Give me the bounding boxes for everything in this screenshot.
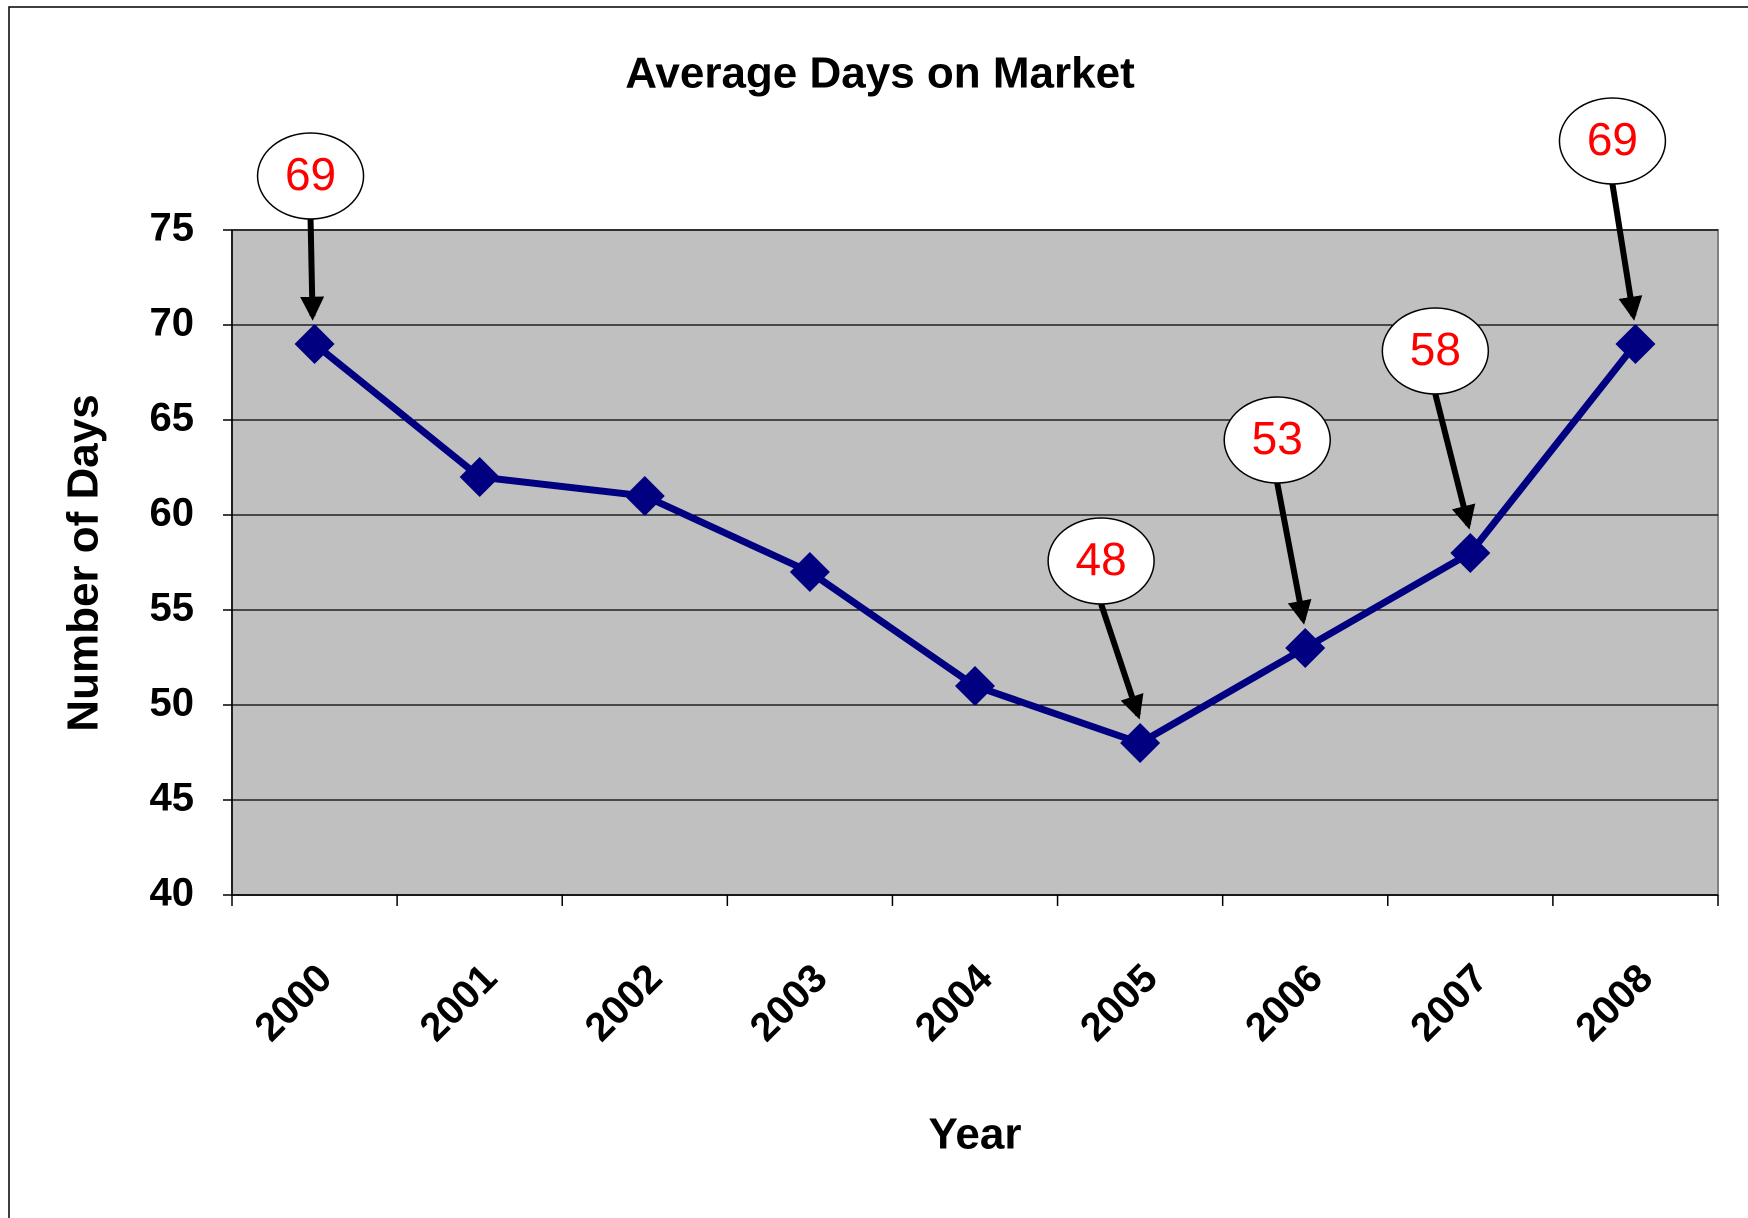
callout-arrow <box>1098 603 1144 720</box>
y-tick-label: 75 <box>150 206 195 250</box>
data-label: 53 <box>1252 412 1303 464</box>
callout-arrow <box>1274 482 1312 625</box>
y-tick-label: 55 <box>150 586 195 630</box>
data-marker <box>1285 628 1326 668</box>
data-marker <box>1615 324 1656 364</box>
data-label: 48 <box>1076 533 1127 585</box>
callout-bubble <box>256 132 365 220</box>
data-label: 69 <box>1587 113 1638 165</box>
chart-title: Average Days on Market <box>625 49 1135 98</box>
data-marker <box>624 476 665 516</box>
y-tick-label: 60 <box>150 491 195 535</box>
y-tick-label: 40 <box>150 871 195 915</box>
y-tick-label: 70 <box>150 301 195 345</box>
data-marker <box>1120 723 1161 763</box>
callout-arrow <box>300 218 325 321</box>
data-label: 69 <box>285 148 336 200</box>
y-tick-label: 45 <box>150 776 195 820</box>
y-tick-label: 50 <box>150 681 195 725</box>
callout-bubble <box>1223 396 1331 484</box>
x-axis-label: Year <box>929 1110 1022 1159</box>
data-marker <box>955 666 995 706</box>
plot-area <box>231 229 1719 896</box>
callout-arrow <box>1609 183 1643 321</box>
y-tick-label: 65 <box>150 396 195 440</box>
data-marker <box>789 552 830 592</box>
y-axis-label: Number of Days <box>59 394 108 731</box>
data-marker <box>459 457 500 497</box>
callout-bubble <box>1558 97 1667 185</box>
callout-bubble <box>1381 307 1490 395</box>
data-marker <box>1450 533 1491 573</box>
data-label: 58 <box>1410 323 1461 375</box>
callout-arrow <box>1432 393 1476 530</box>
callout-bubble <box>1047 517 1155 605</box>
data-marker <box>294 324 335 364</box>
